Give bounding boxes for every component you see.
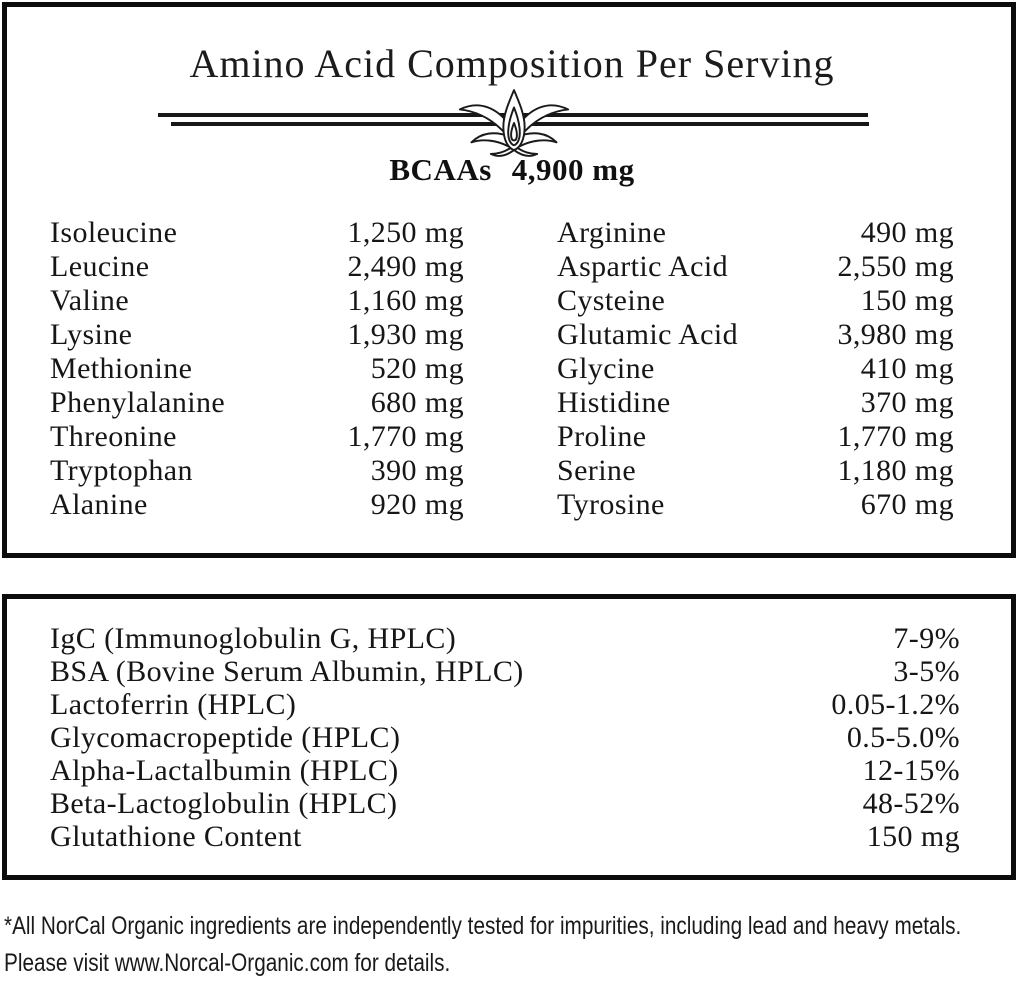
amino-amount: 490 mg: [860, 216, 954, 249]
protein-row: Beta-Lactoglobulin (HPLC) 48-52%: [50, 787, 960, 820]
protein-amount: 48-52%: [862, 787, 960, 820]
amino-name: Lysine: [50, 318, 133, 351]
amino-row: Phenylalanine 680 mg: [50, 386, 464, 420]
amino-name: Tyrosine: [557, 488, 665, 521]
amino-amount: 370 mg: [860, 386, 954, 419]
protein-row: Alpha-Lactalbumin (HPLC) 12-15%: [50, 754, 960, 787]
amino-name: Glycine: [557, 352, 655, 385]
amino-amount: 150 mg: [860, 284, 954, 317]
amino-row: Cysteine 150 mg: [557, 284, 954, 318]
protein-row: Glutathione Content 150 mg: [50, 820, 960, 853]
amino-row: Tryptophan 390 mg: [50, 454, 464, 488]
bcaa-label: BCAAs: [389, 152, 492, 187]
amino-amount: 2,490 mg: [347, 250, 464, 283]
protein-name: Glycomacropeptide (HPLC): [50, 721, 401, 754]
protein-row: IgC (Immunoglobulin G, HPLC) 7-9%: [50, 622, 960, 655]
amino-name: Proline: [557, 420, 647, 453]
amino-row: Isoleucine 1,250 mg: [50, 216, 464, 250]
protein-amount: 7-9%: [893, 622, 960, 655]
amino-amount: 2,550 mg: [837, 250, 954, 283]
amino-name: Valine: [50, 284, 130, 317]
protein-amount: 12-15%: [862, 754, 960, 787]
amino-name: Serine: [557, 454, 637, 487]
amino-amount: 1,160 mg: [347, 284, 464, 317]
protein-name: Beta-Lactoglobulin (HPLC): [50, 787, 398, 820]
amino-amount: 390 mg: [370, 454, 464, 487]
protein-row: BSA (Bovine Serum Albumin, HPLC) 3-5%: [50, 655, 960, 688]
amino-row: Glutamic Acid 3,980 mg: [557, 318, 954, 352]
amino-name: Threonine: [50, 420, 177, 453]
amino-amount: 520 mg: [370, 352, 464, 385]
amino-name: Cysteine: [557, 284, 666, 317]
amino-row: Histidine 370 mg: [557, 386, 954, 420]
amino-row: Serine 1,180 mg: [557, 454, 954, 488]
protein-name: Glutathione Content: [50, 820, 302, 853]
amino-amount: 1,930 mg: [347, 318, 464, 351]
amino-name: Aspartic Acid: [557, 250, 728, 283]
amino-amount: 920 mg: [370, 488, 464, 521]
protein-amount: 150 mg: [866, 820, 960, 853]
amino-row: Glycine 410 mg: [557, 352, 954, 386]
bcaa-amount: 4,900 mg: [511, 152, 635, 187]
protein-fraction-list: IgC (Immunoglobulin G, HPLC) 7-9% BSA (Bo…: [50, 622, 960, 853]
amino-column-right: Arginine 490 mg Aspartic Acid 2,550 mg Cys…: [557, 216, 954, 522]
amino-acid-panel: [2, 2, 1016, 558]
amino-row: Aspartic Acid 2,550 mg: [557, 250, 954, 284]
amino-row: Arginine 490 mg: [557, 216, 954, 250]
amino-name: Histidine: [557, 386, 671, 419]
amino-amount: 1,180 mg: [837, 454, 954, 487]
amino-row: Leucine 2,490 mg: [50, 250, 464, 284]
amino-name: Isoleucine: [50, 216, 178, 249]
amino-row: Threonine 1,770 mg: [50, 420, 464, 454]
amino-name: Tryptophan: [50, 454, 193, 487]
amino-row: Proline 1,770 mg: [557, 420, 954, 454]
amino-name: Methionine: [50, 352, 193, 385]
amino-row: Tyrosine 670 mg: [557, 488, 954, 522]
bcaa-total: BCAAs 4,900 mg: [0, 152, 1024, 188]
protein-amount: 0.05-1.2%: [831, 688, 960, 721]
amino-column-left: Isoleucine 1,250 mg Leucine 2,490 mg Valin…: [50, 216, 464, 522]
amino-amount: 1,770 mg: [837, 420, 954, 453]
protein-row: Lactoferrin (HPLC) 0.05-1.2%: [50, 688, 960, 721]
amino-amount: 1,770 mg: [347, 420, 464, 453]
protein-amount: 0.5-5.0%: [846, 721, 960, 754]
amino-amount: 3,980 mg: [837, 318, 954, 351]
protein-fraction-panel: [2, 594, 1016, 880]
title-divider: [158, 89, 870, 158]
amino-row: Valine 1,160 mg: [50, 284, 464, 318]
protein-amount: 3-5%: [893, 655, 960, 688]
amino-amount: 410 mg: [860, 352, 954, 385]
amino-row: Methionine 520 mg: [50, 352, 464, 386]
protein-row: Glycomacropeptide (HPLC) 0.5-5.0%: [50, 721, 960, 754]
amino-row: Lysine 1,930 mg: [50, 318, 464, 352]
protein-name: Alpha-Lactalbumin (HPLC): [50, 754, 399, 787]
lotus-flourish-icon: [458, 89, 570, 157]
footnote: *All NorCal Organic ingredients are inde…: [4, 912, 962, 977]
protein-name: Lactoferrin (HPLC): [50, 688, 297, 721]
amino-name: Phenylalanine: [50, 386, 226, 419]
amino-row: Alanine 920 mg: [50, 488, 464, 522]
amino-amount: 670 mg: [860, 488, 954, 521]
protein-name: BSA (Bovine Serum Albumin, HPLC): [50, 655, 524, 688]
amino-amount: 1,250 mg: [347, 216, 464, 249]
amino-name: Arginine: [557, 216, 667, 249]
amino-name: Leucine: [50, 250, 150, 283]
amino-name: Glutamic Acid: [557, 318, 738, 351]
amino-amount: 680 mg: [370, 386, 464, 419]
amino-name: Alanine: [50, 488, 148, 521]
protein-name: IgC (Immunoglobulin G, HPLC): [50, 622, 457, 655]
page-title: Amino Acid Composition Per Serving: [189, 41, 835, 86]
